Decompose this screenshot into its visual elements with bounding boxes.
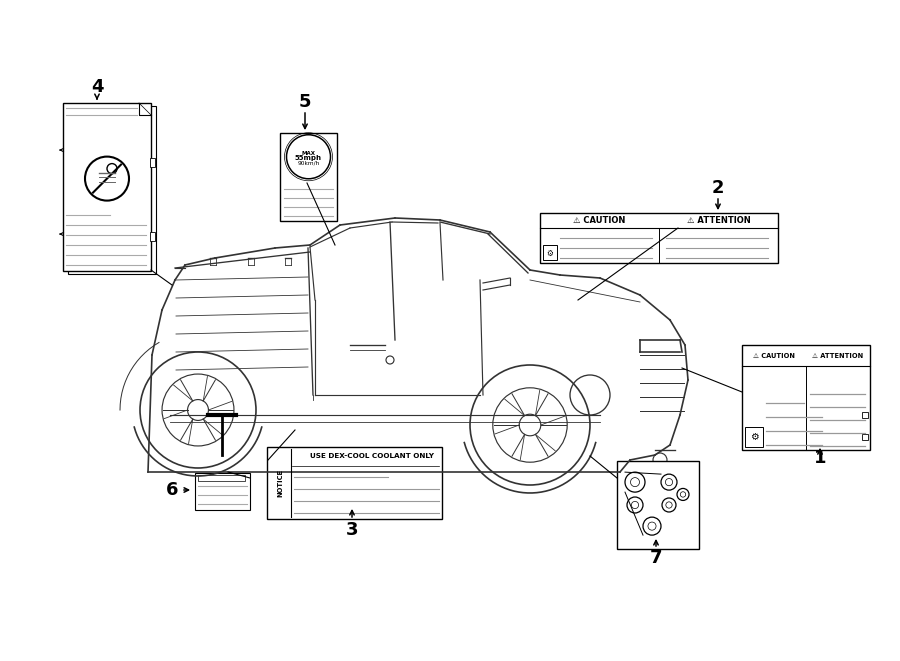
Text: 90km/h: 90km/h	[297, 161, 320, 165]
Text: 1: 1	[814, 449, 826, 467]
Text: 4: 4	[91, 78, 104, 96]
Text: 3: 3	[346, 521, 358, 539]
Text: NOTICE: NOTICE	[277, 469, 283, 497]
Text: ⚙: ⚙	[546, 249, 554, 258]
Text: ⚠ CAUTION: ⚠ CAUTION	[573, 216, 625, 225]
Bar	[745, 427, 763, 447]
Text: 6: 6	[166, 481, 178, 499]
Text: ⚙: ⚙	[750, 432, 759, 442]
Bar	[617, 461, 699, 549]
Text: MAX: MAX	[302, 151, 316, 156]
FancyBboxPatch shape	[540, 213, 778, 263]
Bar	[862, 412, 868, 418]
Bar	[543, 245, 557, 260]
Text: ⚠ ATTENTION: ⚠ ATTENTION	[687, 216, 751, 225]
Bar	[198, 475, 245, 481]
Bar	[150, 232, 155, 241]
Bar	[862, 434, 868, 440]
Text: 55mph: 55mph	[295, 155, 322, 161]
Bar	[195, 473, 250, 510]
Bar	[150, 158, 155, 167]
Text: 5: 5	[299, 93, 311, 111]
Text: USE DEX-COOL COOLANT ONLY: USE DEX-COOL COOLANT ONLY	[310, 453, 434, 459]
Bar	[68, 106, 156, 274]
Bar	[63, 103, 151, 271]
Text: 7: 7	[650, 549, 662, 567]
Bar	[280, 133, 337, 221]
FancyBboxPatch shape	[267, 447, 442, 519]
Text: ⚠ CAUTION: ⚠ CAUTION	[753, 352, 795, 358]
FancyBboxPatch shape	[742, 345, 870, 450]
Text: 2: 2	[712, 179, 724, 197]
Text: ⚠ ATTENTION: ⚠ ATTENTION	[813, 352, 864, 358]
